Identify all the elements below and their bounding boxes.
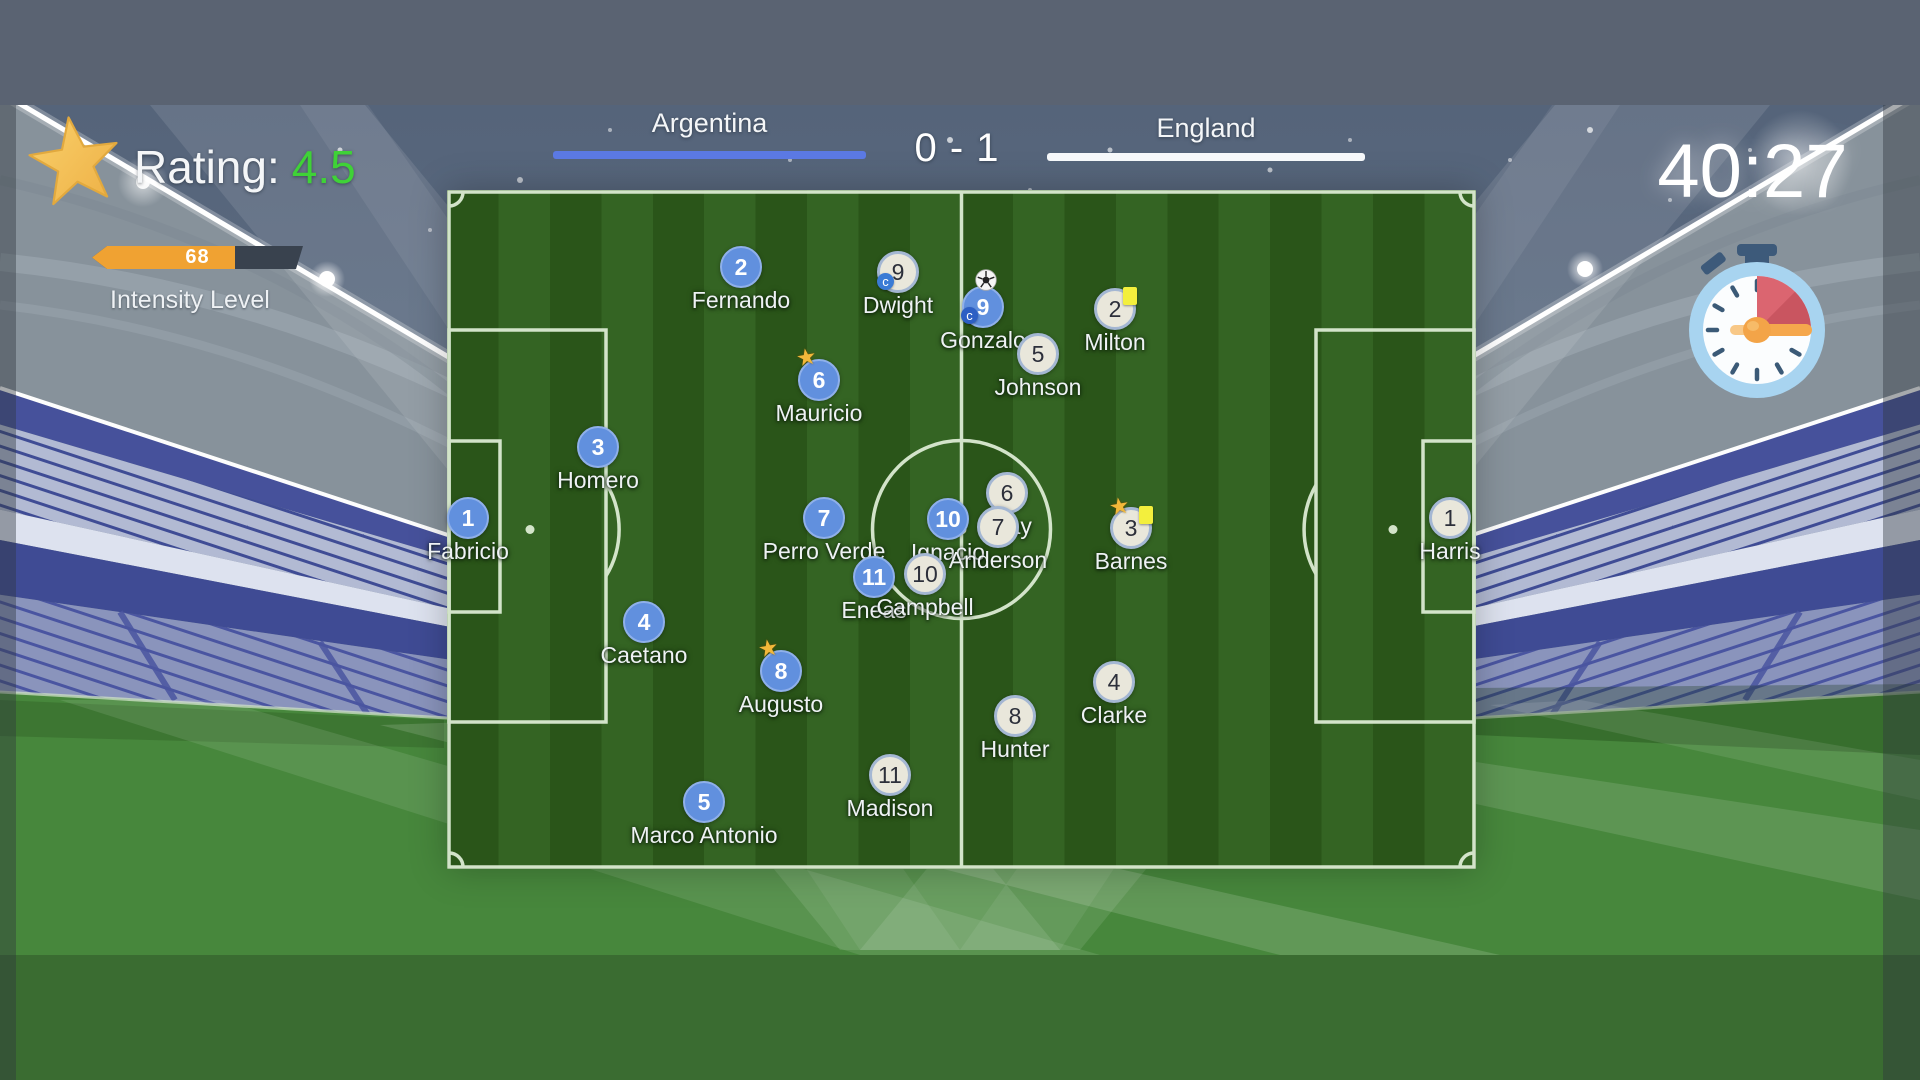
yellow-card-badge [1139,506,1153,524]
rating-label: Rating: [134,141,280,193]
star-badge: ★ [1106,491,1132,521]
player-circle: 5 [1017,333,1059,375]
player-name: Hunter [980,736,1050,762]
player-circle: 8 [994,695,1036,737]
player-number: 4 [1107,668,1121,695]
rating-display: Rating: 4.5 [134,140,356,194]
away-team-name: England [1156,113,1256,143]
home-team-underline [553,151,866,159]
player-name: Anderson [948,547,1048,573]
player-circle: 10 [927,498,969,540]
player-name: Marco Antonio [630,822,778,848]
match-timer: 40:27 [1657,129,1848,214]
player-number: 2 [734,253,748,280]
score-text: 0 - 1 [914,126,1000,170]
player-number: 6 [1000,479,1014,506]
player-number: 10 [935,505,961,532]
player-number: 5 [1031,340,1045,367]
player-number: 3 [1124,514,1138,541]
rating-value: 4.5 [291,141,356,193]
stopwatch-icon [1672,238,1842,408]
player-number: 11 [861,563,887,590]
player-number: 6 [812,366,826,393]
screen-edge-vignette [0,105,16,1080]
player-name: Mauricio [775,400,863,426]
star-badge: ★ [793,342,819,372]
player-circle: 3 [577,426,619,468]
player-number: 8 [1008,702,1022,729]
player-number: 11 [878,761,902,788]
player-circle: 4 [623,601,665,643]
intensity-label: Intensity Level [110,286,270,314]
player-name: Campbell [876,594,974,620]
player-circle: 3 ★ [1107,491,1153,549]
player-name: Madison [846,795,934,821]
pitch-board[interactable]: 2 Fernando 9 c Dwight 9 c [427,190,1481,869]
player-circle: 2 [720,246,762,288]
player-circle: 1 [447,497,489,539]
header-band [0,0,1920,105]
player-name: Caetano [600,642,688,668]
intensity-value: 68 [185,246,210,268]
player-circle: 2 [1094,287,1137,330]
player-name: Fernando [691,287,791,313]
player-number: 9 [891,258,905,285]
pitch-markings [447,190,1476,869]
player-name: Eneas [841,597,907,623]
player-number: 7 [991,513,1005,540]
player-number: 9 [976,293,990,320]
intensity-meter-fill [92,246,236,269]
player-number: 1 [1443,504,1457,531]
player-name: Homero [557,467,639,493]
away-team-underline [1047,153,1365,161]
player-circle: 5 [683,781,725,823]
player-name: Barnes [1094,548,1168,574]
player-number: 1 [461,504,475,531]
captain-badge: c [961,307,978,324]
player-name: Augusto [738,691,824,717]
player-circle: 4 [1093,661,1135,703]
player-circle: 7 [803,497,845,539]
player-name: Milton [1084,329,1146,355]
home-team-name: Argentina [651,108,768,138]
player-number: 5 [697,788,711,815]
player-circle: 10 [904,553,946,595]
player-number: 10 [912,560,938,587]
player-circle: 1 [1429,497,1471,539]
players-layer: 2 Fernando 9 c Dwight 9 c [427,190,1481,869]
player-name: Clarke [1080,702,1148,728]
floodlight-glows [101,75,1888,309]
player-circle: 7 [977,506,1019,548]
player-circle: 9 c [877,251,919,293]
player-name: Gonzalo [940,327,1026,353]
player-number: 4 [637,608,651,635]
player-circle: 11 [869,754,911,796]
player-circle: 9 c [961,269,1004,328]
player-name: Fabricio [427,538,509,564]
captain-badge: c [877,273,894,290]
player-number: 3 [591,433,605,460]
soccer-ball-icon [975,269,997,291]
player-number: 2 [1108,295,1122,322]
gold-star-icon [20,106,130,216]
player-number: 7 [817,504,831,531]
yellow-card-badge [1123,287,1137,305]
star-badge: ★ [755,633,781,663]
player-circle: 8 ★ [756,633,802,692]
player-name: Johnson [994,374,1082,400]
player-circle: 6 ★ [794,342,840,401]
player-number: 8 [774,657,788,684]
screen-edge-vignette [1883,105,1920,1080]
player-name: Dwight [862,292,934,318]
player-circle: 11 [853,556,895,598]
player-name: Harris [1419,538,1481,564]
